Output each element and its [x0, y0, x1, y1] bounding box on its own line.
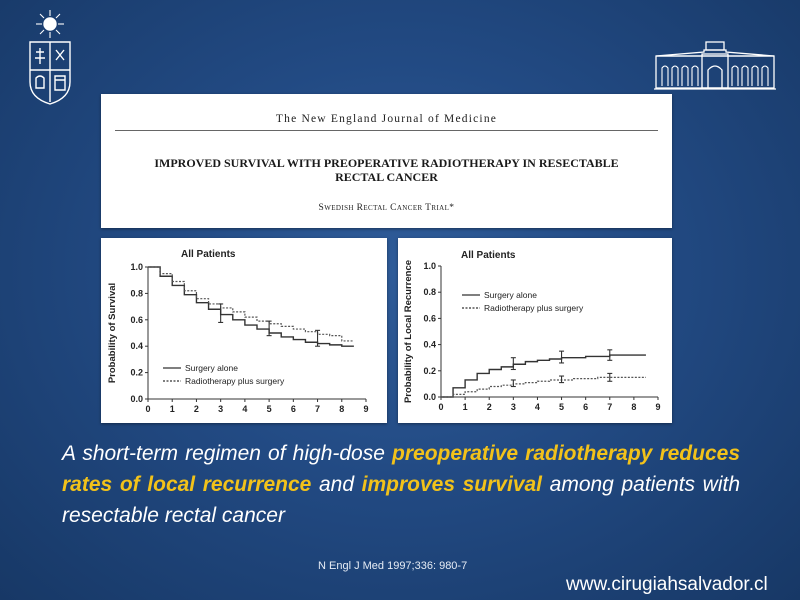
article-title: IMPROVED SURVIVAL WITH PREOPERATIVE RADI…: [115, 156, 658, 184]
y-tick-label: 0.4: [130, 341, 143, 351]
y-tick-label: 1.0: [130, 262, 143, 272]
y-axis-label: Probability of Survival: [107, 283, 118, 383]
hospital-building-icon: [654, 41, 776, 90]
x-tick-label: 8: [631, 402, 636, 412]
legend-label: Radiotherapy plus surgery: [484, 303, 584, 313]
header-rule: [115, 130, 658, 131]
legend-label: Radiotherapy plus surgery: [185, 376, 285, 386]
x-tick-label: 9: [655, 402, 660, 412]
university-crest-icon: [29, 10, 71, 105]
x-tick-label: 7: [607, 402, 612, 412]
article-title-line2: RECTAL CANCER: [335, 170, 438, 184]
chart-title: All Patients: [461, 250, 516, 261]
x-tick-label: 2: [194, 404, 199, 414]
journal-name: The New England Journal of Medicine: [275, 113, 498, 125]
caption-highlight-1: preoperative radiotherapy reduces rates …: [62, 442, 741, 496]
y-tick-label: 0.2: [130, 368, 143, 378]
x-tick-label: 4: [242, 404, 247, 414]
y-tick-label: 0.0: [423, 392, 436, 402]
caption-highlight-2: improves survival: [361, 473, 543, 496]
x-tick-label: 7: [315, 404, 320, 414]
y-axis-label: Probability of Local Recurrence: [403, 260, 414, 403]
x-tick-label: 5: [559, 402, 564, 412]
article-header: The New England Journal of Medicine IMPR…: [101, 94, 672, 228]
y-tick-label: 0.8: [423, 287, 436, 297]
x-tick-label: 4: [535, 402, 540, 412]
y-tick-label: 0.0: [130, 394, 143, 404]
survival-chart: 0 1 2 3 4 5 6 7 8 9 0.0 0.2 0.4 0.6 0.8 1.0 Probability …: [107, 249, 369, 414]
legend-label: Surgery alone: [484, 290, 537, 300]
x-tick-label: 3: [511, 402, 516, 412]
y-tick-label: 0.8: [130, 288, 143, 298]
x-tick-label: 0: [438, 402, 443, 412]
y-tick-label: 0.4: [423, 340, 436, 350]
series-line-radiotherapy-plus-surgery: [441, 376, 646, 398]
x-tick-label: 2: [487, 402, 492, 412]
x-tick-label: 6: [291, 404, 296, 414]
x-tick-label: 6: [583, 402, 588, 412]
x-tick-label: 9: [363, 404, 368, 414]
x-tick-label: 1: [463, 402, 468, 412]
x-tick-label: 5: [267, 404, 272, 414]
x-tick-label: 3: [218, 404, 223, 414]
recurrence-chart: 0 1 2 3 4 5 6 7 8 9 0.0 0.2 0.4 0.6 0.8 1.0 Probability …: [403, 250, 661, 412]
series-line-radiotherapy-plus-surgery: [148, 266, 354, 342]
recurrence-chart-panel: 0 1 2 3 4 5 6 7 8 9 0.0 0.2 0.4 0.6 0.8 1.0 Probability …: [398, 238, 672, 423]
article-byline: Swedish Rectal Cancer Trial*: [318, 203, 455, 213]
x-tick-label: 8: [339, 404, 344, 414]
y-tick-label: 0.6: [423, 313, 436, 323]
citation: N Engl J Med 1997;336: 980-7: [318, 560, 468, 572]
survival-chart-panel: 0 1 2 3 4 5 6 7 8 9 0.0 0.2 0.4 0.6 0.8 1.0 Probability …: [101, 238, 387, 423]
caption-text-3: among patients with resectable rectal ca…: [62, 473, 741, 527]
summary-caption: A short-term regimen of high-dose preope…: [62, 438, 740, 531]
caption-text-2: and: [311, 473, 362, 496]
series-line-surgery-alone: [441, 354, 646, 398]
chart-title: All Patients: [181, 249, 236, 260]
y-tick-label: 0.2: [423, 366, 436, 376]
x-tick-label: 1: [170, 404, 175, 414]
y-tick-label: 1.0: [423, 261, 436, 271]
website-url: www.cirugiahsalvador.cl: [566, 574, 768, 595]
caption-text-1: A short-term regimen of high-dose: [62, 442, 393, 465]
x-tick-label: 0: [145, 404, 150, 414]
y-tick-label: 0.6: [130, 315, 143, 325]
article-title-line1: IMPROVED SURVIVAL WITH PREOPERATIVE RADI…: [154, 156, 619, 170]
legend-label: Surgery alone: [185, 363, 238, 373]
